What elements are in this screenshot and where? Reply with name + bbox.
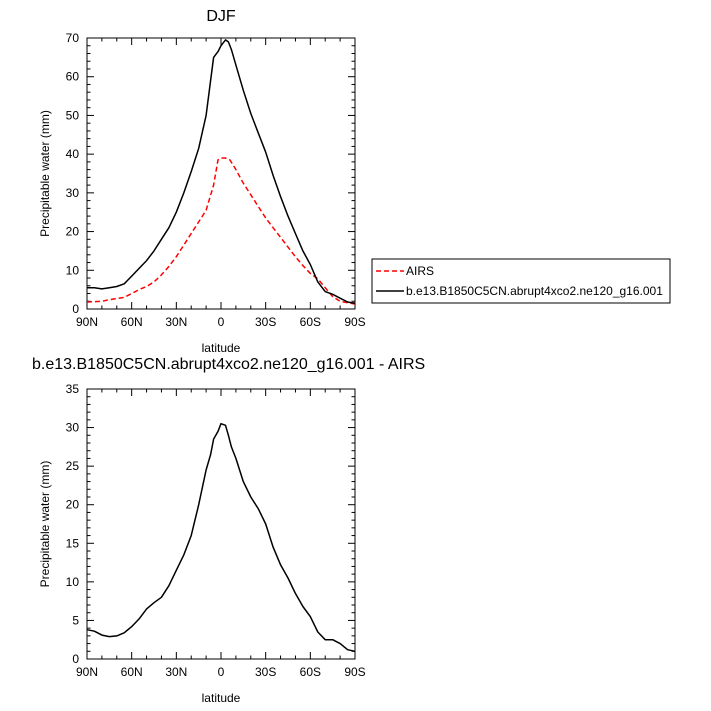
x-tick-label: 30N — [165, 665, 187, 679]
x-axis-label: latitude — [202, 691, 241, 705]
x-tick-label: 0 — [218, 315, 225, 329]
series-line-airs — [86, 157, 356, 305]
x-tick-label: 60S — [300, 315, 321, 329]
legend-box — [371, 258, 671, 304]
x-tick-label: 90S — [344, 315, 365, 329]
series-line-difference — [86, 422, 356, 653]
y-axis-label: Precipitable water (mm) — [38, 110, 52, 237]
y-tick-label: 15 — [66, 536, 80, 550]
legend-label: AIRS — [406, 264, 434, 278]
y-tick-label: 10 — [66, 263, 80, 277]
chart-legend: AIRS b.e13.B1850C5CN.abrupt4xco2.ne120_g1… — [371, 258, 671, 304]
x-tick-label: 30S — [255, 665, 276, 679]
y-tick-label: 20 — [66, 225, 80, 239]
y-tick-label: 20 — [66, 498, 80, 512]
y-tick-label: 60 — [66, 70, 80, 84]
precipitable-water-difference-chart: b.e13.B1850C5CN.abrupt4xco2.ne120_g16.00… — [32, 356, 425, 705]
y-tick-label: 40 — [66, 147, 80, 161]
x-tick-label: 60N — [121, 315, 143, 329]
y-tick-label: 0 — [72, 652, 79, 666]
y-tick-label: 0 — [72, 302, 79, 316]
plot-frame — [86, 388, 356, 660]
x-tick-label: 90N — [76, 665, 98, 679]
y-tick-label: 30 — [66, 186, 80, 200]
y-tick-label: 30 — [66, 421, 80, 435]
y-tick-label: 10 — [66, 575, 80, 589]
x-tick-label: 60S — [300, 665, 321, 679]
series-line-b-e13-b1850c5cn-abrupt4xco2-ne120-g16-001 — [87, 39, 356, 304]
legend-label: b.e13.B1850C5CN.abrupt4xco2.ne120_g16.00… — [406, 284, 663, 298]
precipitable-water-djf-chart: DJF 90N 60N 30N 0 30S 60S 90S 0 10 20 30 40 50 60 70 lat… — [38, 8, 366, 355]
x-tick-label: 90N — [76, 315, 98, 329]
x-axis-label: latitude — [202, 341, 241, 355]
chart-title: b.e13.B1850C5CN.abrupt4xco2.ne120_g16.00… — [32, 356, 425, 373]
plot-frame — [86, 37, 356, 310]
y-tick-label: 5 — [72, 613, 79, 627]
x-tick-label: 0 — [218, 665, 225, 679]
y-tick-label: 70 — [66, 31, 80, 45]
chart-title: DJF — [206, 8, 236, 25]
x-tick-label: 90S — [344, 665, 365, 679]
y-tick-label: 35 — [66, 382, 80, 396]
x-tick-label: 30S — [255, 315, 276, 329]
x-tick-label: 30N — [165, 315, 187, 329]
y-tick-label: 50 — [66, 108, 80, 122]
y-tick-label: 25 — [66, 459, 80, 473]
x-tick-label: 60N — [121, 665, 143, 679]
y-axis-label: Precipitable water (mm) — [38, 461, 52, 588]
